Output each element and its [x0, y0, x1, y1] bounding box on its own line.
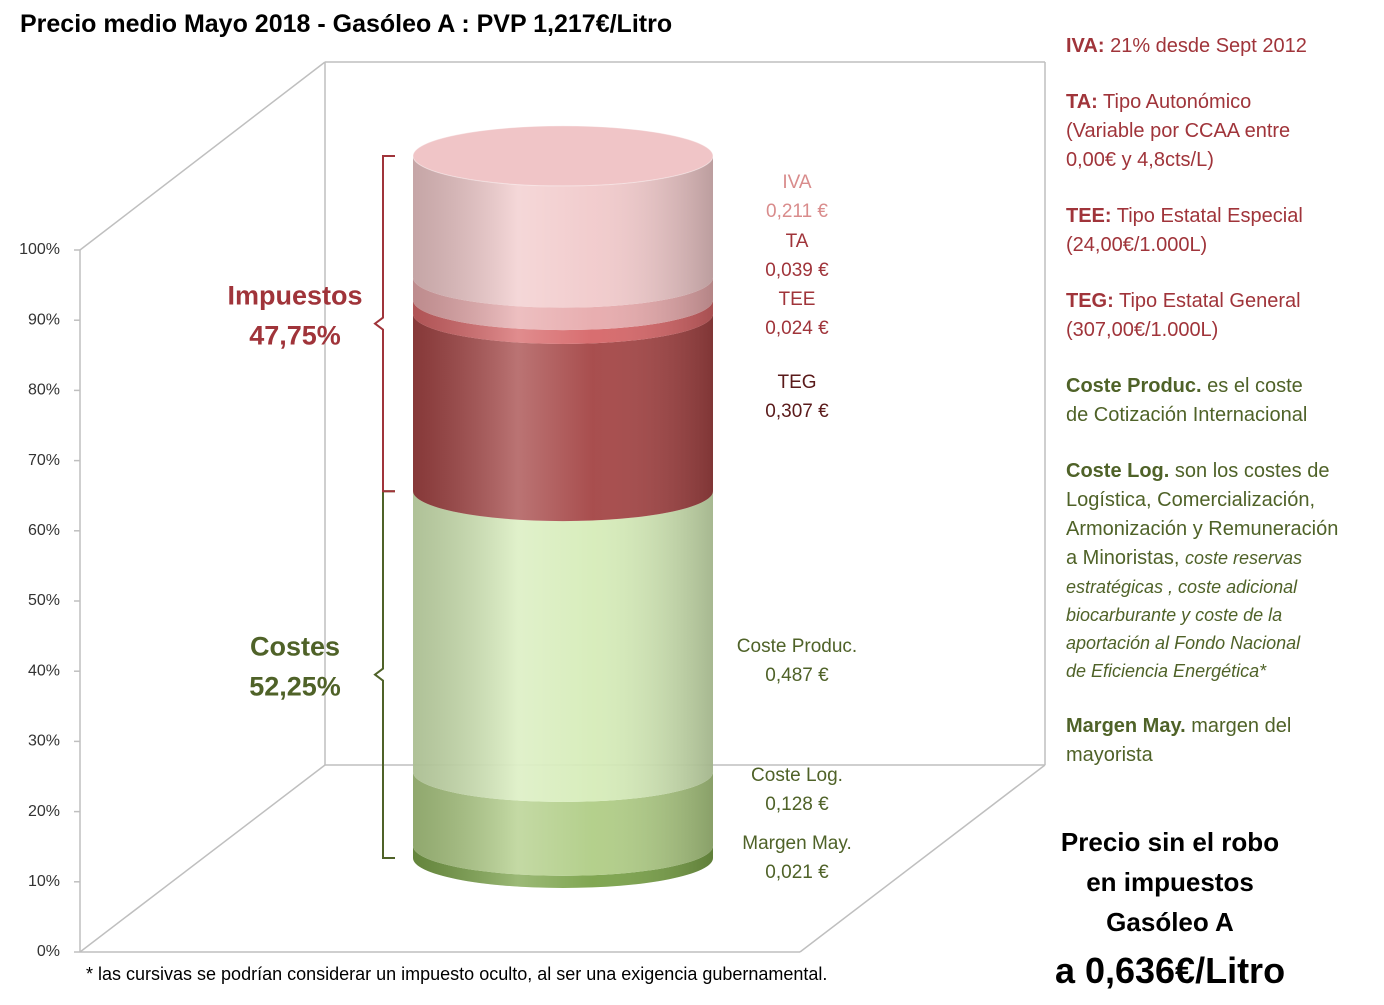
- note-text: mayorista: [1066, 744, 1153, 766]
- note: TA: Tipo Autonómico (Variable por CCAA en…: [1066, 88, 1381, 175]
- segment-label: TA: [786, 231, 809, 252]
- note: Coste Log. son los costes de Logística, C…: [1066, 457, 1381, 685]
- note-text: 0,00€ y 4,8cts/L): [1066, 149, 1214, 171]
- note-text: Tipo Estatal Especial: [1116, 205, 1303, 227]
- note-text: (307,00€/1.000L): [1066, 319, 1219, 341]
- note-text: Logística, Comercialización,: [1066, 489, 1315, 511]
- y-tick-label: 90%: [28, 311, 60, 328]
- segment-shade: [413, 155, 713, 308]
- note-text: Tipo Autonómico: [1103, 91, 1252, 113]
- note: TEG: Tipo Estatal General (307,00€/1.000L…: [1066, 287, 1381, 345]
- segment-label: TEE: [779, 289, 816, 310]
- segment-value-label: 0,021 €: [765, 862, 829, 883]
- note-text: 21% desde Sept 2012: [1110, 35, 1307, 57]
- segment-value-label: 0,307 €: [765, 401, 829, 422]
- group-bracket: [373, 155, 395, 493]
- note-text: margen del: [1191, 715, 1292, 737]
- note-text: (Variable por CCAA entre: [1066, 120, 1291, 142]
- segment-shade: [413, 845, 713, 888]
- y-tick-label: 30%: [28, 733, 60, 750]
- segment-shade: [413, 313, 713, 522]
- cylinder-top: [412, 125, 714, 187]
- segment-value-label: 0,039 €: [765, 260, 829, 281]
- note-term: IVA:: [1066, 35, 1105, 57]
- note: IVA: 21% desde Sept 2012: [1066, 32, 1381, 61]
- footnote: * las cursivas se podrían considerar un …: [86, 964, 828, 984]
- y-tick-label: 100%: [19, 241, 60, 258]
- note: Coste Produc. es el coste de Cotización I…: [1066, 372, 1381, 430]
- y-tick-label: 10%: [28, 873, 60, 890]
- note-term: TEG:: [1066, 290, 1114, 312]
- y-tick-label: 0%: [37, 943, 60, 960]
- group-value-label: 47,75%: [249, 321, 341, 351]
- note-italic: biocarburante y coste de la: [1066, 605, 1283, 625]
- chart-title: Precio medio Mayo 2018 - Gasóleo A : PVP…: [20, 10, 673, 38]
- notes: IVA: 21% desde Sept 2012 TA: Tipo Autonó…: [1066, 32, 1381, 797]
- segment-shade: [413, 277, 713, 331]
- note-italic: aportación al Fondo Nacional: [1066, 633, 1301, 653]
- note: TEE: Tipo Estatal Especial (24,00€/1.000L…: [1066, 202, 1381, 260]
- y-tick-label: 80%: [28, 382, 60, 399]
- y-tick-label: 20%: [28, 803, 60, 820]
- note-text: es el coste: [1207, 375, 1303, 397]
- note-text: a Minoristas,: [1066, 547, 1180, 569]
- note-text: de Cotización Internacional: [1066, 404, 1308, 426]
- segment-label: Margen May.: [742, 833, 851, 854]
- group-bracket: [373, 490, 395, 859]
- note-text: son los costes de: [1174, 460, 1330, 482]
- segment-value-label: 0,024 €: [765, 318, 829, 339]
- note-term: Coste Log.: [1066, 460, 1170, 482]
- note-text: Tipo Estatal General: [1118, 290, 1301, 312]
- segment-label: Coste Log.: [751, 765, 843, 786]
- group-value-label: 52,25%: [249, 672, 341, 702]
- price-line: a 0,636€/Litro: [1054, 950, 1286, 991]
- segment-label: TEG: [777, 372, 816, 393]
- note-text: (24,00€/1.000L): [1066, 234, 1208, 256]
- note: Margen May. margen del mayorista: [1066, 712, 1381, 770]
- note-text: Armonización y Remuneración: [1066, 518, 1339, 540]
- y-tick-label: 70%: [28, 452, 60, 469]
- note-term: Margen May.: [1066, 715, 1186, 737]
- note-term: TA:: [1066, 91, 1098, 113]
- segment-value-label: 0,128 €: [765, 794, 829, 815]
- segment-shade: [413, 300, 713, 344]
- note-term: TEE:: [1066, 205, 1112, 227]
- price-line: en impuestos: [1086, 867, 1254, 897]
- segment-label: IVA: [782, 172, 812, 193]
- price-line: Precio sin el robo: [1060, 827, 1280, 857]
- y-tick-label: 60%: [28, 522, 60, 539]
- segment-shade: [413, 772, 713, 876]
- group-label: Impuestos: [227, 281, 362, 311]
- segment-value-label: 0,211 €: [766, 201, 828, 222]
- note-term: Coste Produc.: [1066, 375, 1202, 397]
- price-line: Gasóleo A: [1106, 907, 1234, 937]
- note-italic: coste reservas: [1184, 548, 1302, 568]
- segment-shade: [413, 491, 713, 803]
- y-tick-label: 40%: [28, 662, 60, 679]
- note-italic: de Eficiencia Energética*: [1066, 661, 1267, 681]
- note-italic: estratégicas , coste adicional: [1066, 577, 1298, 597]
- price-box: Precio sin el robo en impuestos Gasóleo …: [1010, 822, 1330, 998]
- group-label: Costes: [250, 632, 340, 662]
- segment-label: Coste Produc.: [737, 636, 857, 657]
- y-tick-label: 50%: [28, 592, 60, 609]
- segment-value-label: 0,487 €: [765, 665, 829, 686]
